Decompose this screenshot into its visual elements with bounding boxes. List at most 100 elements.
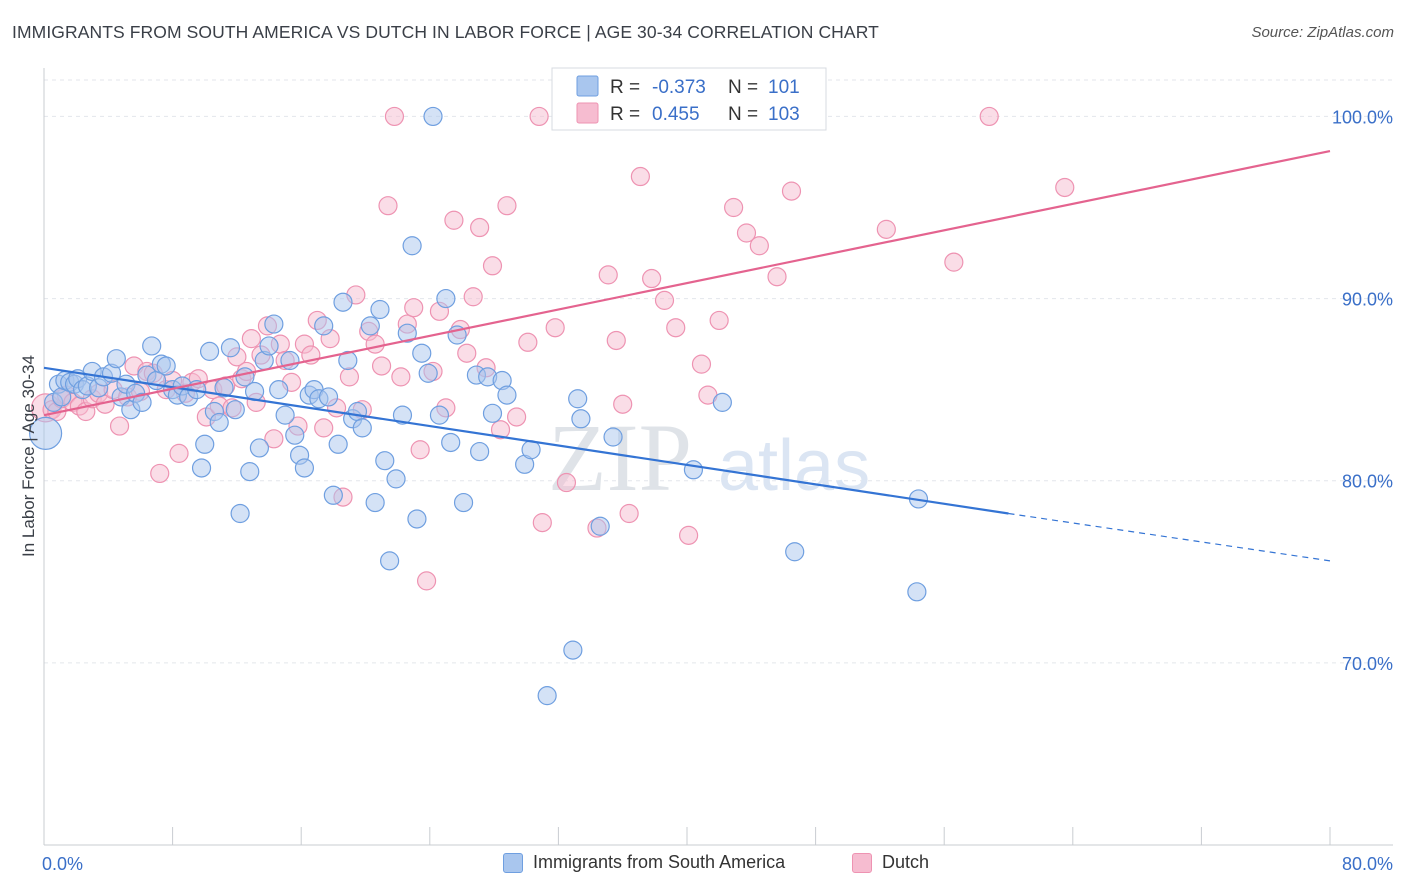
- immigrants-point: [328, 434, 348, 454]
- stats-r-label-1: R =: [610, 104, 640, 125]
- dutch-point: [391, 367, 411, 387]
- trend-lines: [43, 149, 1331, 562]
- immigrants-point: [156, 356, 176, 376]
- axes: [43, 68, 1393, 846]
- immigrants-point: [199, 341, 220, 361]
- stats-r-value-1: 0.455: [652, 104, 700, 125]
- immigrants-point: [521, 440, 541, 460]
- immigrants-point: [397, 323, 417, 343]
- points-dutch: [31, 106, 1075, 591]
- dutch-point: [314, 418, 334, 438]
- dutch-point: [556, 472, 577, 493]
- immigrants-point: [142, 336, 162, 356]
- immigrants-point: [249, 438, 270, 458]
- points-immigrants: [29, 106, 929, 706]
- dutch-point: [736, 223, 757, 243]
- dutch-point: [470, 217, 490, 238]
- immigrants-point: [352, 418, 372, 438]
- dutch-point: [482, 256, 503, 276]
- dutch-point: [767, 267, 787, 287]
- immigrants-point: [29, 416, 63, 450]
- x-tick-label-max: 80.0%: [1342, 854, 1393, 874]
- immigrants-point: [365, 492, 385, 513]
- immigrants-point: [423, 106, 443, 127]
- legend-swatch-pink: [576, 102, 599, 124]
- immigrants-point: [497, 385, 517, 405]
- dutch-point: [404, 298, 424, 318]
- dutch-point: [709, 310, 729, 331]
- immigrants-point: [195, 434, 215, 454]
- immigrants-point: [106, 349, 126, 369]
- immigrants-point: [275, 405, 295, 425]
- watermark-atlas: atlas: [718, 426, 870, 506]
- dutch-point: [654, 290, 675, 310]
- dutch-point: [416, 571, 437, 591]
- legend-swatch-dutch: [852, 852, 872, 873]
- dutch-point: [598, 265, 618, 285]
- immigrants-point: [380, 551, 400, 571]
- immigrants-point: [360, 316, 380, 336]
- immigrants-point: [683, 460, 704, 480]
- dutch-point: [507, 407, 527, 427]
- y-tick-label-80: 80.0%: [1342, 472, 1393, 492]
- immigrants-point: [412, 343, 432, 363]
- immigrants-point: [907, 582, 927, 602]
- immigrants-point: [375, 451, 395, 471]
- y-tick-labels: 70.0% 80.0% 90.0% 100.0%: [1332, 107, 1393, 673]
- immigrants-point: [259, 336, 279, 356]
- dutch-point: [150, 463, 170, 484]
- legend-swatch-immigrants: [503, 852, 523, 873]
- dutch-point: [169, 443, 189, 463]
- immigrants-point: [563, 640, 583, 660]
- immigrants-point: [418, 363, 438, 383]
- dutch-point: [532, 513, 552, 533]
- dutch-point: [378, 196, 398, 216]
- dutch-point: [613, 394, 633, 414]
- immigrants-point: [453, 492, 474, 513]
- y-tick-label-90: 90.0%: [1342, 290, 1393, 310]
- legend-item-dutch[interactable]: Dutch: [852, 852, 929, 873]
- immigrants-point: [386, 469, 406, 489]
- stats-r-label-0: R =: [610, 77, 640, 98]
- immigrants-point: [470, 441, 490, 462]
- source-label: Source: ZipAtlas.com: [1251, 24, 1394, 41]
- dutch-point: [619, 503, 639, 524]
- stats-n-value-1: 103: [768, 104, 800, 125]
- dutch-point: [497, 196, 517, 216]
- immigrants-point: [294, 458, 315, 478]
- dutch-point: [241, 329, 261, 349]
- dutch-point: [724, 197, 744, 218]
- immigrants-point: [269, 380, 289, 400]
- dutch-point: [679, 525, 699, 545]
- dutch-point: [518, 332, 538, 352]
- dutch-point: [463, 287, 483, 307]
- dutch-point: [371, 356, 392, 376]
- stats-legend: R = -0.373 N = 101 R = 0.455 N = 103: [551, 67, 827, 131]
- dutch-point: [606, 330, 626, 351]
- immigrants-point: [402, 236, 422, 256]
- dutch-point: [457, 343, 477, 363]
- x-tick-label-min: 0.0%: [42, 854, 83, 874]
- stats-n-label-1: N =: [728, 104, 758, 125]
- chart-title: IMMIGRANTS FROM SOUTH AMERICA VS DUTCH I…: [12, 22, 879, 42]
- immigrants-point: [482, 403, 503, 423]
- immigrants-point: [429, 405, 450, 425]
- dutch-point: [630, 166, 650, 187]
- dutch-point: [749, 236, 769, 256]
- immigrants-point: [132, 392, 152, 412]
- immigrants-point: [318, 387, 339, 407]
- trend-line-dutch: [43, 149, 1331, 417]
- y-tick-label-100: 100.0%: [1332, 107, 1393, 127]
- immigrants-point: [230, 503, 250, 524]
- dutch-point: [109, 416, 130, 436]
- immigrants-point: [285, 425, 305, 445]
- dutch-point: [444, 210, 464, 230]
- immigrants-point: [240, 462, 260, 482]
- immigrants-point: [333, 292, 353, 312]
- legend-item-immigrants[interactable]: Immigrants from South America: [503, 852, 785, 873]
- dutch-point: [691, 354, 712, 374]
- dutch-point: [781, 181, 802, 201]
- immigrants-point: [323, 485, 343, 505]
- dutch-point: [490, 420, 511, 440]
